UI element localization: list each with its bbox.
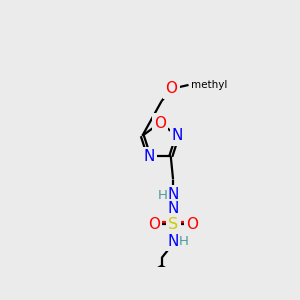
- Text: H: H: [158, 189, 167, 202]
- Text: O: O: [186, 217, 198, 232]
- Text: N: N: [167, 201, 179, 216]
- Text: O: O: [166, 81, 178, 96]
- Text: methyl: methyl: [191, 80, 227, 90]
- Text: N: N: [167, 234, 179, 249]
- Text: N: N: [172, 128, 183, 143]
- Text: O: O: [148, 217, 160, 232]
- Text: O: O: [154, 116, 166, 130]
- Text: N: N: [167, 188, 179, 202]
- Text: H: H: [179, 236, 189, 248]
- Text: N: N: [143, 149, 155, 164]
- Text: S: S: [168, 217, 178, 232]
